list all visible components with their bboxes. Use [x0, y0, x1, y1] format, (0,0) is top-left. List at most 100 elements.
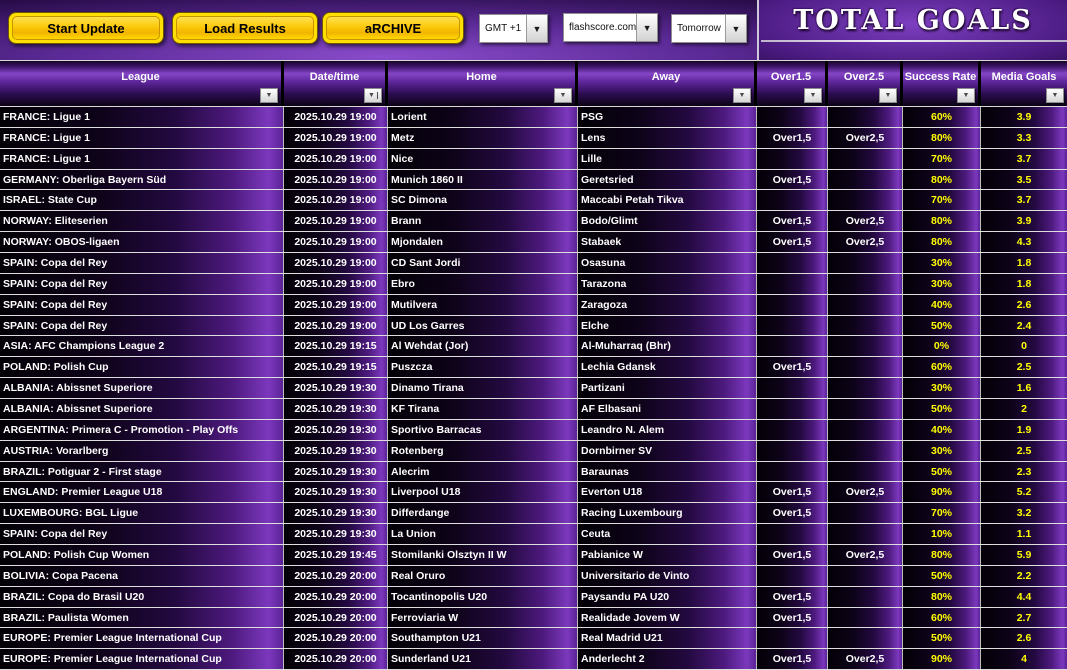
- timezone-dropdown[interactable]: GMT +1 ▼: [479, 14, 548, 43]
- league-cell: BRAZIL: Paulista Women: [0, 607, 284, 628]
- over25-cell: [828, 586, 903, 607]
- table-row[interactable]: LUXEMBOURG: BGL Ligue 2025.10.29 19:30 D…: [0, 503, 1067, 525]
- away-team-cell: Al-Muharraq (Bhr): [578, 336, 757, 357]
- filter-dropdown-icon[interactable]: ▼: [260, 88, 278, 103]
- table-row[interactable]: EUROPE: Premier League International Cup…: [0, 649, 1067, 670]
- success-rate-cell: 60%: [903, 357, 981, 378]
- table-row[interactable]: BRAZIL: Copa do Brasil U20 2025.10.29 20…: [0, 586, 1067, 608]
- chevron-down-icon[interactable]: ▼: [526, 15, 547, 42]
- column-header-label: Away: [651, 71, 681, 83]
- table-row[interactable]: FRANCE: Ligue 1 2025.10.29 19:00 Metz Le…: [0, 127, 1067, 149]
- media-goals-cell: 3.9: [981, 107, 1067, 127]
- table-row[interactable]: NORWAY: Eliteserien 2025.10.29 19:00 Bra…: [0, 211, 1067, 233]
- league-cell: SPAIN: Copa del Rey: [0, 273, 284, 294]
- table-row[interactable]: ARGENTINA: Primera C - Promotion - Play …: [0, 419, 1067, 441]
- table-row[interactable]: ALBANIA: Abissnet Superiore 2025.10.29 1…: [0, 378, 1067, 400]
- media-goals-cell: 2.4: [981, 315, 1067, 336]
- table-row[interactable]: SPAIN: Copa del Rey 2025.10.29 19:00 Ebr…: [0, 273, 1067, 295]
- table-row[interactable]: BRAZIL: Potiguar 2 - First stage 2025.10…: [0, 461, 1067, 483]
- table-row[interactable]: GERMANY: Oberliga Bayern Süd 2025.10.29 …: [0, 169, 1067, 191]
- datetime-cell: 2025.10.29 19:30: [284, 482, 388, 503]
- column-header-success-rate: Success Rate ▼: [903, 61, 981, 106]
- table-row[interactable]: SPAIN: Copa del Rey 2025.10.29 19:00 CD …: [0, 253, 1067, 274]
- league-cell: EUROPE: Premier League International Cup: [0, 628, 284, 649]
- media-goals-cell: 1.9: [981, 419, 1067, 440]
- over15-cell: Over1,5: [757, 586, 828, 607]
- archive-button[interactable]: aRCHIVE: [322, 12, 464, 44]
- home-team-cell: Metz: [388, 127, 578, 148]
- table-row[interactable]: ASIA: AFC Champions League 2 2025.10.29 …: [0, 336, 1067, 358]
- success-rate-cell: 50%: [903, 628, 981, 649]
- table-row[interactable]: SPAIN: Copa del Rey 2025.10.29 19:00 UD …: [0, 315, 1067, 337]
- datetime-cell: 2025.10.29 19:00: [284, 127, 388, 148]
- media-goals-cell: 4: [981, 649, 1067, 670]
- home-team-cell: Differdange: [388, 503, 578, 524]
- datetime-cell: 2025.10.29 19:00: [284, 169, 388, 190]
- datetime-cell: 2025.10.29 19:00: [284, 294, 388, 315]
- league-cell: POLAND: Polish Cup Women: [0, 545, 284, 565]
- datetime-cell: 2025.10.29 20:00: [284, 607, 388, 628]
- datetime-cell: 2025.10.29 19:30: [284, 419, 388, 440]
- over15-cell: [757, 524, 828, 545]
- archive-button-label: aRCHIVE: [326, 16, 460, 40]
- media-goals-cell: 2.6: [981, 294, 1067, 315]
- away-team-cell: Paysandu PA U20: [578, 586, 757, 607]
- load-results-button[interactable]: Load Results: [172, 12, 318, 44]
- chevron-down-icon[interactable]: ▼: [725, 15, 746, 42]
- filter-dropdown-icon[interactable]: ▼: [554, 88, 572, 103]
- over15-cell: [757, 565, 828, 586]
- home-team-cell: Ebro: [388, 273, 578, 294]
- home-team-cell: Dinamo Tirana: [388, 378, 578, 399]
- column-header-label: Over1.5: [770, 71, 812, 83]
- over25-cell: [828, 607, 903, 628]
- filter-dropdown-icon[interactable]: ▼: [957, 88, 975, 103]
- away-team-cell: Anderlecht 2: [578, 649, 757, 670]
- table-row[interactable]: BOLIVIA: Copa Pacena 2025.10.29 20:00 Re…: [0, 565, 1067, 587]
- table-row[interactable]: POLAND: Polish Cup 2025.10.29 19:15 Pusz…: [0, 357, 1067, 379]
- table-row[interactable]: ALBANIA: Abissnet Superiore 2025.10.29 1…: [0, 399, 1067, 420]
- table-row[interactable]: ISRAEL: State Cup 2025.10.29 19:00 SC Di…: [0, 190, 1067, 212]
- away-team-cell: Lechia Gdansk: [578, 357, 757, 378]
- over25-cell: Over2,5: [828, 649, 903, 670]
- sort-filter-icon[interactable]: ▼: [364, 88, 382, 103]
- datetime-cell: 2025.10.29 19:00: [284, 211, 388, 232]
- over25-cell: [828, 315, 903, 336]
- table-row[interactable]: AUSTRIA: Vorarlberg 2025.10.29 19:30 Rot…: [0, 440, 1067, 462]
- column-header-label: Media Goals: [991, 71, 1057, 83]
- league-cell: EUROPE: Premier League International Cup: [0, 649, 284, 670]
- filter-dropdown-icon[interactable]: ▼: [879, 88, 897, 103]
- media-goals-cell: 0: [981, 336, 1067, 357]
- datetime-cell: 2025.10.29 19:00: [284, 190, 388, 211]
- league-cell: ENGLAND: Premier League U18: [0, 482, 284, 503]
- table-row[interactable]: ENGLAND: Premier League U18 2025.10.29 1…: [0, 482, 1067, 504]
- over15-cell: [757, 294, 828, 315]
- table-row[interactable]: SPAIN: Copa del Rey 2025.10.29 19:30 La …: [0, 524, 1067, 546]
- day-dropdown[interactable]: Tomorrow ▼: [671, 14, 747, 43]
- league-cell: ARGENTINA: Primera C - Promotion - Play …: [0, 419, 284, 440]
- away-team-cell: Ceuta: [578, 524, 757, 545]
- table-row[interactable]: FRANCE: Ligue 1 2025.10.29 19:00 Nice Li…: [0, 148, 1067, 170]
- table-row[interactable]: FRANCE: Ligue 1 2025.10.29 19:00 Lorient…: [0, 107, 1067, 128]
- filter-dropdown-icon[interactable]: ▼: [733, 88, 751, 103]
- away-team-cell: Pabianice W: [578, 545, 757, 565]
- table-row[interactable]: NORWAY: OBOS-ligaen 2025.10.29 19:00 Mjo…: [0, 232, 1067, 254]
- away-team-cell: Partizani: [578, 378, 757, 399]
- over15-cell: Over1,5: [757, 482, 828, 503]
- datetime-cell: 2025.10.29 20:00: [284, 565, 388, 586]
- league-cell: SPAIN: Copa del Rey: [0, 524, 284, 545]
- over15-cell: [757, 461, 828, 482]
- chevron-down-icon[interactable]: ▼: [636, 14, 657, 41]
- table-row[interactable]: EUROPE: Premier League International Cup…: [0, 628, 1067, 650]
- filter-dropdown-icon[interactable]: ▼: [804, 88, 822, 103]
- start-update-button[interactable]: Start Update: [8, 12, 164, 44]
- source-dropdown[interactable]: flashscore.com ▼: [563, 13, 658, 42]
- over25-cell: [828, 628, 903, 649]
- table-row[interactable]: BRAZIL: Paulista Women 2025.10.29 20:00 …: [0, 607, 1067, 629]
- table-row[interactable]: SPAIN: Copa del Rey 2025.10.29 19:00 Mut…: [0, 294, 1067, 316]
- page-title: TOTAL GOALS: [793, 5, 1033, 36]
- away-team-cell: Stabaek: [578, 232, 757, 253]
- table-row[interactable]: POLAND: Polish Cup Women 2025.10.29 19:4…: [0, 545, 1067, 566]
- media-goals-cell: 2.3: [981, 461, 1067, 482]
- filter-dropdown-icon[interactable]: ▼: [1046, 88, 1064, 103]
- home-team-cell: Brann: [388, 211, 578, 232]
